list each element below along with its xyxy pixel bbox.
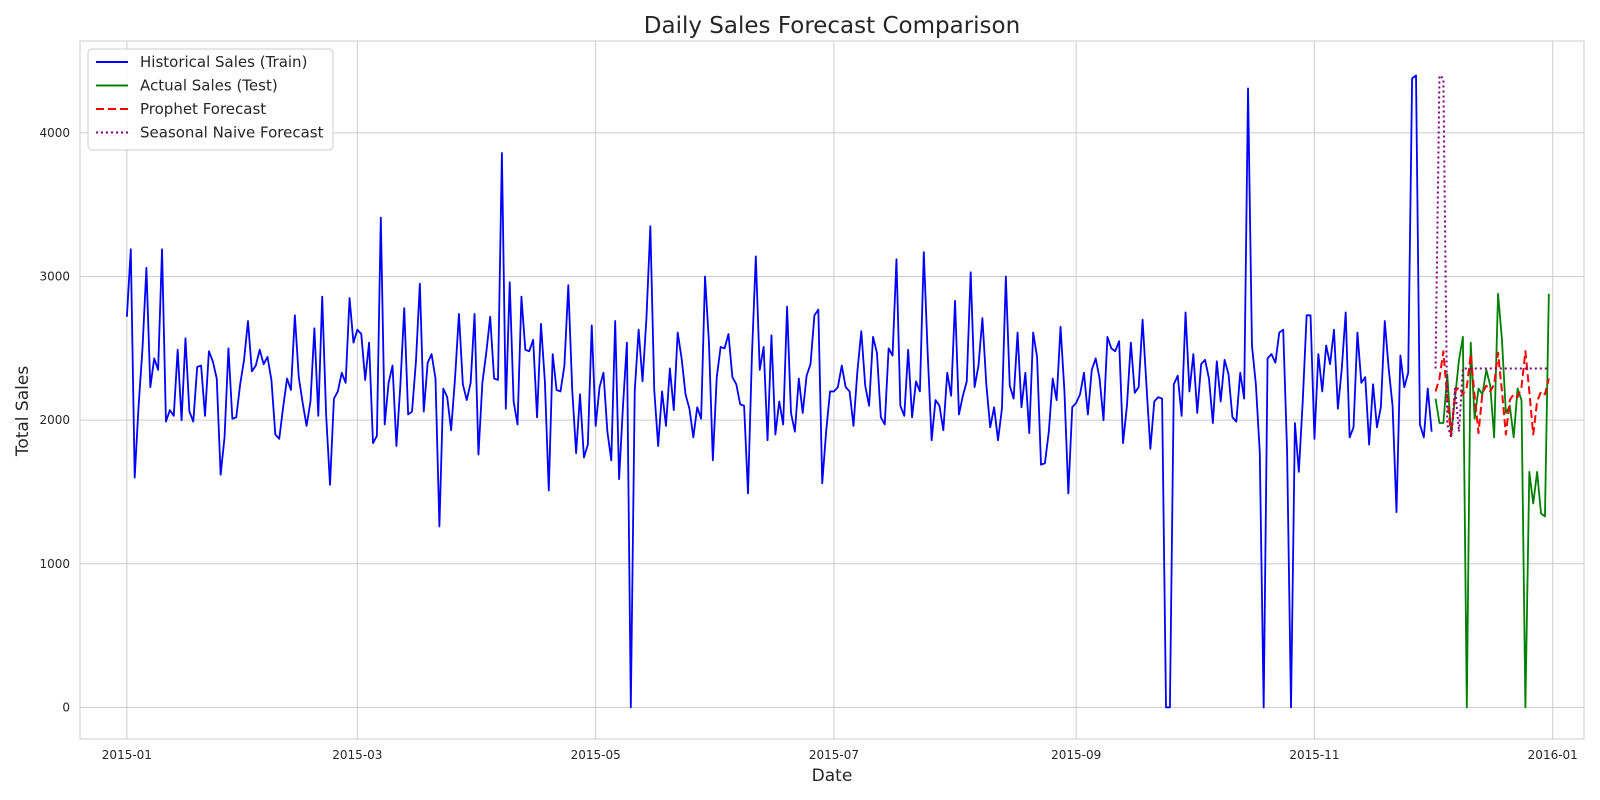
legend-label-0: Historical Sales (Train) [140,53,307,71]
y-tick-label-3: 3000 [39,270,70,284]
plot-area-frame [79,40,1585,740]
series-lines [125,74,1550,709]
legend-label-1: Actual Sales (Test) [140,77,278,95]
x-tick-label-1: 2015-03 [332,748,382,762]
x-tick-label-5: 2015-11 [1289,748,1339,762]
y-tick-label-1: 1000 [39,557,70,571]
grid-lines [80,41,1584,739]
y-axis-label: Total Sales [13,366,33,457]
legend-label-2: Prophet Forecast [140,100,266,118]
y-tick-label-0: 0 [62,700,70,714]
y-tick-label-2: 2000 [39,413,70,427]
x-tick-label-3: 2015-07 [809,748,859,762]
series-line-0 [125,74,1433,709]
legend-label-3: Seasonal Naive Forecast [140,124,324,142]
tick-labels: 0 1000 2000 3000 4000 2015-01 2015-03 2015-05 20… [39,126,1577,762]
legend: Historical Sales (Train) Actual Sales (Te… [87,48,334,151]
legend-box [87,48,334,151]
series-line-3 [1434,74,1549,439]
chart-title: Daily Sales Forecast Comparison [644,13,1020,39]
x-tick-label-4: 2015-09 [1051,748,1101,762]
x-axis-label: Date [812,766,853,786]
y-tick-label-4: 4000 [39,126,70,140]
x-tick-label-0: 2015-01 [102,748,152,762]
x-tick-label-2: 2015-05 [571,748,621,762]
x-tick-label-6: 2016-01 [1528,748,1578,762]
